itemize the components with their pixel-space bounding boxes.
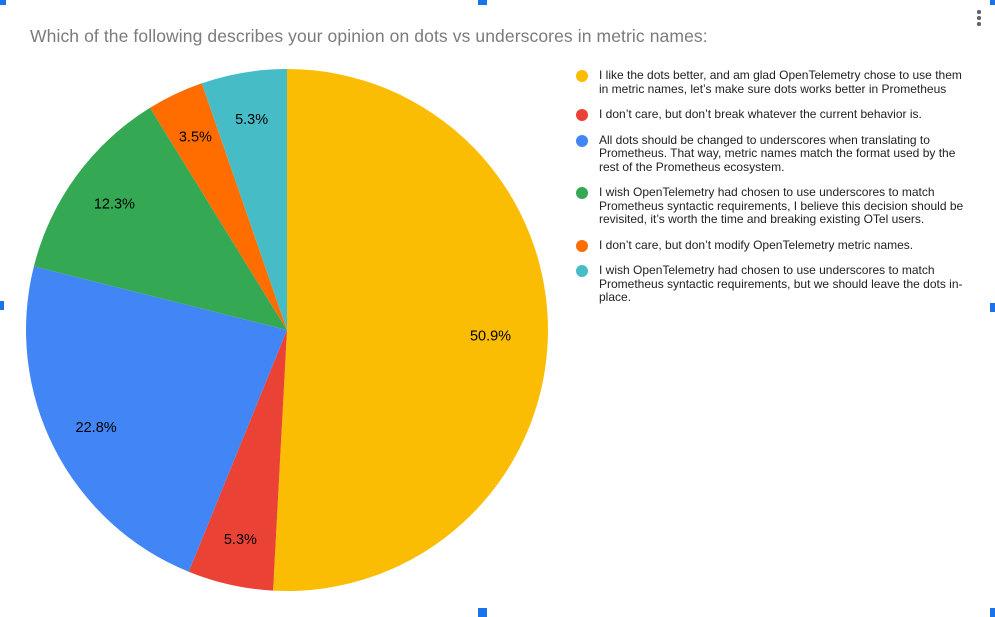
pie-slice-percent-label: 3.5%	[179, 130, 212, 146]
selection-handle-bottom-center[interactable]	[478, 608, 487, 617]
legend-swatch	[576, 187, 588, 199]
legend-label: All dots should be changed to underscore…	[599, 132, 956, 174]
legend-item: I wish OpenTelemetry had chosen to use u…	[576, 263, 982, 305]
selection-handle-top-right[interactable]	[990, 0, 995, 5]
legend-swatch	[576, 265, 588, 277]
legend-label: I don’t care, but don’t break whatever t…	[599, 107, 922, 121]
legend-label: I like the dots better, and am glad Open…	[599, 68, 962, 96]
pie-slice	[26, 266, 287, 572]
more-options-button[interactable]	[968, 4, 990, 32]
pie-slice	[201, 69, 287, 330]
pie-slice-percent-label: 50.9%	[470, 328, 511, 344]
pie-slice-percent-label: 5.3%	[224, 532, 257, 548]
chart-title: Which of the following describes your op…	[30, 26, 708, 46]
pie-slice-percent-label: 22.8%	[76, 420, 117, 436]
legend-item: I like the dots better, and am glad Open…	[576, 68, 982, 96]
selection-handle-top-center[interactable]	[478, 0, 487, 5]
legend-label: I wish OpenTelemetry had chosen to use u…	[599, 263, 963, 304]
legend-label: I don’t care, but don’t modify OpenTelem…	[599, 237, 914, 252]
legend-item: I don’t care, but don’t modify OpenTelem…	[576, 237, 982, 253]
chart-legend: I like the dots better, and am glad Open…	[576, 68, 982, 305]
selection-handle-bottom-right[interactable]	[990, 608, 995, 617]
legend-item: I wish OpenTelemetry had chosen to use u…	[576, 185, 982, 227]
pie-slice-percent-label: 5.3%	[235, 112, 268, 128]
legend-swatch	[576, 134, 588, 147]
legend-item: All dots should be changed to underscore…	[576, 132, 982, 175]
pie-chart: 50.9% 5.3% 22.8% 12.3% 3.5% 5.3%	[26, 69, 548, 591]
legend-swatch	[576, 70, 588, 82]
pie-slice	[150, 83, 287, 330]
pie-slice	[33, 107, 287, 330]
kebab-menu-icon	[977, 16, 981, 20]
kebab-menu-icon	[977, 22, 981, 26]
legend-swatch	[576, 109, 588, 121]
legend-item: I don’t care, but don’t break whatever t…	[576, 107, 982, 122]
pie-slice	[188, 330, 287, 591]
pie-slice-percent-label: 12.3%	[94, 197, 135, 213]
legend-swatch	[576, 239, 588, 252]
kebab-menu-icon	[977, 10, 981, 14]
legend-label: I wish OpenTelemetry had chosen to use u…	[599, 185, 964, 226]
selection-handle-top-left[interactable]	[0, 0, 6, 5]
selection-handle-middle-left[interactable]	[0, 301, 4, 310]
selection-handle-middle-right[interactable]	[990, 303, 995, 312]
pie-slice	[273, 69, 548, 591]
